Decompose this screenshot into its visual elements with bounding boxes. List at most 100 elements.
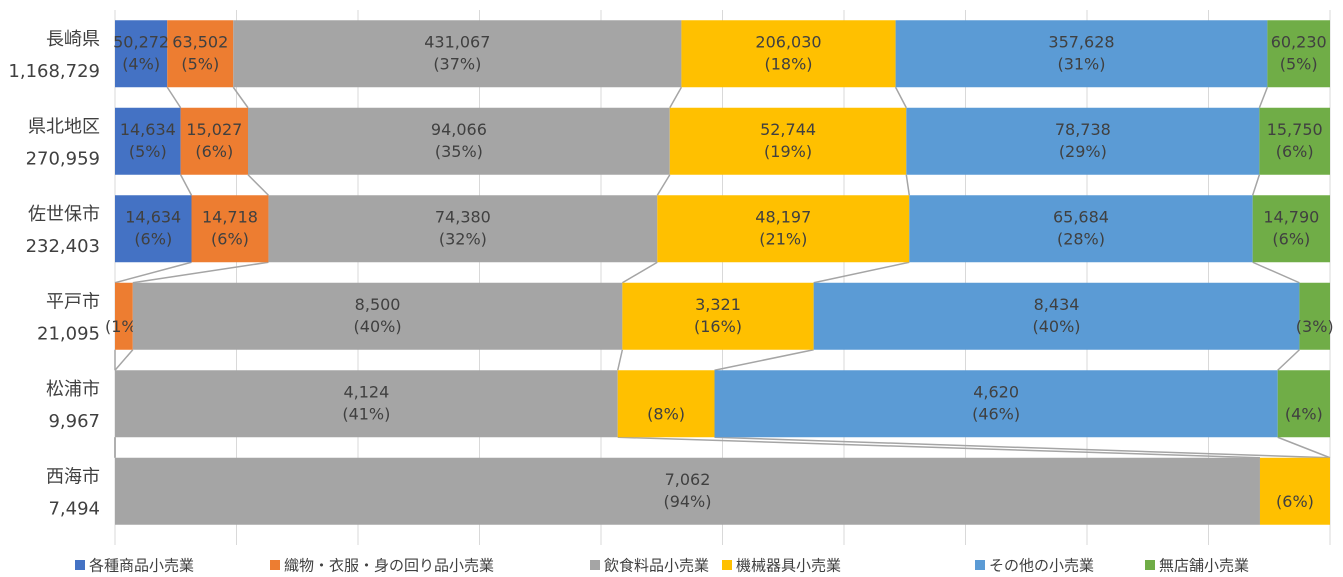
bar-segment (1259, 107, 1330, 175)
series-line (1251, 174, 1261, 196)
bar-segment (1259, 457, 1330, 525)
series-line (714, 349, 814, 371)
series-line (232, 86, 249, 109)
series-line (656, 174, 671, 196)
value-label: 78,738 (1055, 120, 1111, 139)
percent-label: (5%) (1280, 54, 1318, 73)
percent-label: (31%) (1057, 54, 1105, 73)
bar-segment (115, 195, 192, 263)
bar-segment (180, 107, 249, 175)
bar-segment (1267, 20, 1330, 88)
series-line (179, 174, 193, 196)
bar-segment (115, 370, 618, 438)
series-line (669, 86, 683, 109)
value-label: 94,066 (431, 120, 487, 139)
percent-label: (6%) (211, 229, 249, 248)
series-line (616, 349, 624, 371)
bar-segment (167, 20, 234, 88)
value-label: 206,030 (755, 32, 821, 51)
category-total: 270,959 (26, 148, 100, 169)
legend-label: 機械器具小売業 (736, 557, 841, 575)
percent-label: (5%) (181, 54, 219, 73)
series-line (166, 86, 182, 109)
percent-label: (4%) (1285, 404, 1323, 423)
value-label: 8,434 (1034, 295, 1080, 314)
percent-label: (35%) (435, 142, 483, 161)
value-label: 4,620 (973, 382, 1019, 401)
percent-label: (46%) (972, 404, 1020, 423)
series-line (905, 174, 911, 196)
percent-label: (6%) (195, 142, 233, 161)
category-label: 佐世保市 (28, 204, 100, 225)
value-label: 15,027 (186, 120, 242, 139)
series-line (894, 86, 907, 109)
percent-label: (18%) (764, 54, 812, 73)
series-line (132, 261, 269, 284)
legend-label: 織物・衣服・身の回り品小売業 (284, 557, 494, 575)
category-label: 西海市 (46, 466, 100, 487)
bar-segment (115, 20, 168, 88)
percent-label: (32%) (439, 229, 487, 248)
category-total: 9,967 (48, 411, 100, 432)
value-label: 15,750 (1267, 120, 1323, 139)
value-label: 7,062 (665, 470, 711, 489)
bar-segment (268, 195, 658, 263)
category-total: 232,403 (26, 236, 100, 257)
legend-label: 各種商品小売業 (89, 557, 194, 575)
bar-segment (909, 195, 1253, 263)
category-total: 7,494 (48, 498, 100, 519)
bar-segment (132, 282, 623, 350)
series-line (1252, 261, 1300, 284)
bar-segment (1299, 282, 1330, 350)
percent-label: (19%) (764, 142, 812, 161)
bar-segment (622, 282, 814, 350)
value-label: 48,197 (755, 207, 811, 226)
percent-label: (8%) (647, 404, 685, 423)
percent-label: (29%) (1059, 142, 1107, 161)
percent-label: (28%) (1057, 229, 1105, 248)
value-label: 63,502 (172, 32, 228, 51)
value-label: 4,124 (343, 382, 389, 401)
value-label: 357,628 (1048, 32, 1114, 51)
series-line (247, 174, 269, 196)
value-label: 14,634 (125, 207, 181, 226)
bar-segment (115, 282, 133, 350)
percent-label: (5%) (129, 142, 167, 161)
series-line (1277, 436, 1331, 459)
value-label: 50,272 (113, 32, 169, 51)
value-label: 65,684 (1053, 207, 1109, 226)
bar-segment (681, 20, 896, 88)
series-line (114, 349, 134, 371)
percent-label: (94%) (663, 492, 711, 511)
percent-label: (6%) (1272, 229, 1310, 248)
legend-swatch (1145, 560, 1155, 570)
percent-label: (6%) (134, 229, 172, 248)
value-label: 74,380 (435, 207, 491, 226)
category-label: 県北地区 (28, 116, 100, 137)
percent-label: (21%) (759, 229, 807, 248)
bar-segment (248, 107, 670, 175)
percent-label: (41%) (342, 404, 390, 423)
value-label: 14,718 (202, 207, 258, 226)
legend-swatch (270, 560, 280, 570)
series-line (1258, 86, 1269, 109)
legend-label: 飲食料品小売業 (604, 557, 709, 575)
category-label: 平戸市 (46, 291, 100, 312)
series-line (1277, 349, 1300, 371)
bar-segment (895, 20, 1268, 88)
bar-segment (906, 107, 1260, 175)
legend-swatch (75, 560, 85, 570)
value-label: 431,067 (424, 32, 490, 51)
value-label: 8,500 (355, 295, 401, 314)
legend-swatch (975, 560, 985, 570)
bar-segment (714, 370, 1278, 438)
percent-label: (40%) (1033, 317, 1081, 336)
value-label: 3,321 (695, 295, 741, 314)
category-total: 1,168,729 (8, 61, 100, 82)
legend-label: その他の小売業 (989, 557, 1094, 575)
series-line (813, 261, 910, 284)
bar-segment (657, 195, 910, 263)
percent-label: (6%) (1276, 142, 1314, 161)
series-line (714, 436, 1331, 459)
